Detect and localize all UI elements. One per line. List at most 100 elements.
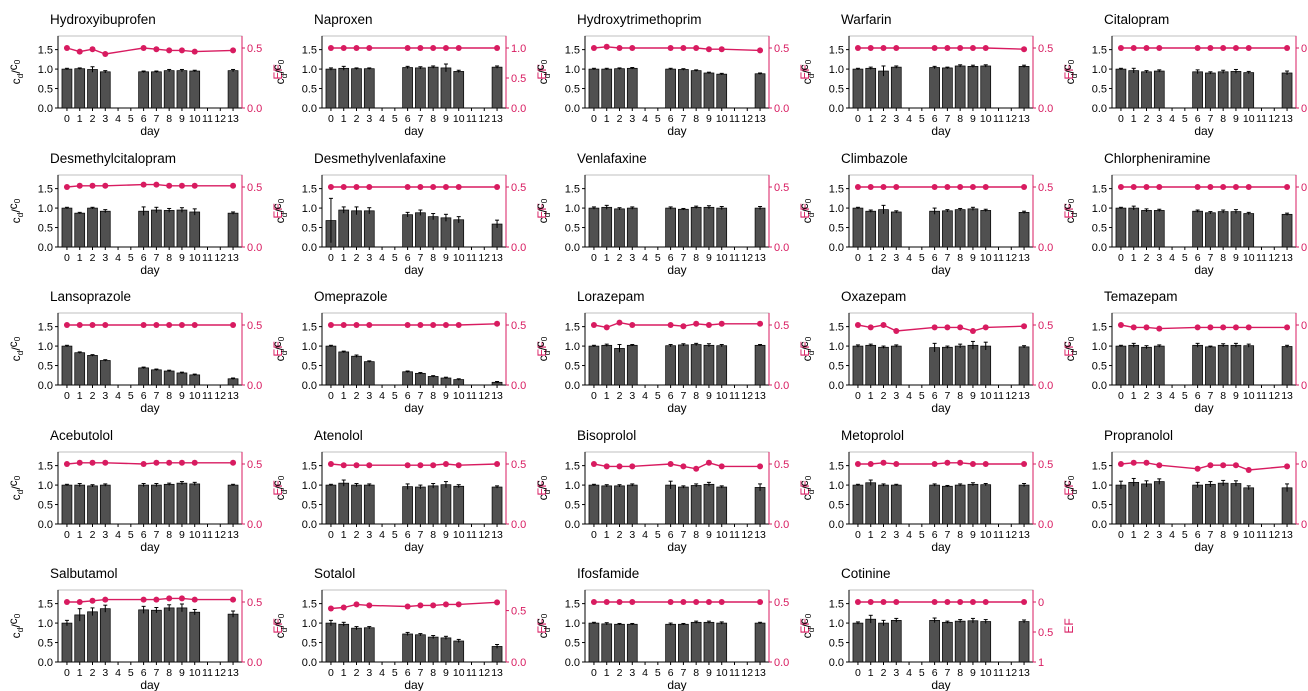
ef-series-line: [857, 324, 1025, 332]
x-tick-label: 9: [1233, 390, 1239, 402]
right-tick-label: 0.5: [774, 597, 789, 609]
bar: [151, 71, 162, 109]
ef-point: [1143, 459, 1150, 466]
x-tick-label: 3: [1156, 113, 1162, 125]
right-axis-label: EF: [798, 480, 812, 495]
right-axis-label: EF: [1062, 203, 1076, 218]
bar: [980, 484, 992, 525]
bar: [703, 621, 715, 663]
left-tick-label: 1.0: [1092, 480, 1107, 492]
x-axis-label: day: [931, 540, 950, 554]
axis-label-part: /: [1063, 486, 1077, 490]
bar: [954, 484, 966, 525]
ef-point: [76, 48, 83, 55]
axis-label-part: c: [536, 494, 550, 500]
x-tick-label: 4: [379, 390, 385, 402]
ef-point: [1245, 324, 1252, 331]
left-tick-label: 1.0: [302, 480, 317, 492]
x-tick-label: 5: [919, 529, 925, 541]
bar: [626, 484, 638, 525]
ef-point: [455, 601, 462, 608]
left-tick-label: 1.5: [302, 322, 317, 334]
ef-point: [191, 596, 198, 603]
right-axis-label: EF: [1062, 480, 1076, 495]
x-tick-label: 9: [970, 390, 976, 402]
x-tick-label: 11: [1256, 390, 1267, 402]
x-tick-label: 11: [729, 113, 740, 125]
bar: [852, 68, 864, 109]
axis-label-part: c: [1060, 64, 1074, 70]
bar: [453, 71, 465, 109]
ef-point: [944, 45, 951, 51]
left-tick-label: 0.5: [302, 84, 317, 96]
axis-label-part: c: [1060, 203, 1074, 209]
axis-label-part: d: [279, 489, 289, 494]
ef-point: [854, 599, 861, 605]
x-tick-label: 1: [341, 113, 347, 125]
axis-label-part: d: [15, 73, 25, 78]
left-tick-label: 1.5: [302, 599, 317, 611]
x-tick-label: 11: [202, 113, 213, 125]
x-tick-label: 9: [179, 529, 185, 541]
ef-point: [629, 45, 636, 51]
bar: [716, 73, 728, 109]
x-tick-label: 8: [166, 252, 172, 264]
ef-point: [340, 604, 347, 611]
ef-series-line: [1120, 462, 1288, 471]
plot-frame: [584, 451, 770, 525]
x-axis-label: day: [140, 540, 159, 554]
x-tick-label: 3: [629, 667, 635, 679]
bar: [1192, 210, 1203, 248]
x-tick-label: 12: [478, 667, 490, 679]
axis-label-part: d: [15, 212, 25, 217]
ef-point: [867, 184, 874, 190]
bar: [754, 487, 766, 525]
chart-title: Desmethylcitalopram: [50, 151, 176, 166]
right-tick-label: 0.0: [511, 380, 526, 392]
x-tick-label: 2: [90, 113, 96, 125]
ef-point: [757, 47, 764, 54]
plot-frame: [1111, 174, 1297, 248]
bar: [954, 209, 966, 248]
x-tick-label: 0: [64, 390, 70, 402]
axis-label-part: /: [9, 70, 23, 74]
right-tick-label: 0.5: [1301, 320, 1308, 332]
x-tick-label: 10: [189, 529, 201, 541]
axis-label-part: /: [536, 209, 550, 213]
x-tick-label: 1: [868, 667, 874, 679]
x-tick-label: 13: [491, 113, 503, 125]
x-tick-label: 5: [919, 252, 925, 264]
x-tick-label: 0: [591, 529, 597, 541]
x-tick-label: 3: [893, 113, 899, 125]
x-tick-label: 4: [642, 113, 648, 125]
bar: [716, 207, 728, 248]
ef-point: [455, 45, 462, 51]
x-tick-label: 5: [1182, 252, 1188, 264]
x-tick-label: 10: [189, 252, 201, 264]
left-axis-label: cd/c0: [1060, 198, 1079, 223]
left-tick-label: 0.0: [1092, 242, 1107, 254]
x-tick-label: 9: [706, 113, 712, 125]
bar: [980, 345, 992, 386]
chart-title: Propranolol: [1104, 428, 1173, 443]
axis-label-part: 0: [803, 475, 813, 480]
ef-point: [931, 184, 938, 190]
left-tick-label: 0.0: [38, 380, 53, 392]
bar: [890, 345, 902, 386]
axis-label-part: c: [270, 64, 284, 70]
bar: [427, 485, 439, 525]
bar: [1281, 346, 1293, 386]
left-tick-label: 0.0: [829, 519, 844, 531]
x-tick-label: 4: [906, 667, 912, 679]
x-tick-label: 0: [591, 113, 597, 125]
ef-point: [667, 461, 674, 467]
x-tick-label: 10: [1243, 252, 1255, 264]
x-tick-label: 1: [341, 252, 347, 264]
left-tick-label: 1.0: [565, 203, 580, 215]
x-tick-label: 3: [102, 667, 108, 679]
plot-frame: [321, 589, 507, 663]
ef-point: [140, 322, 147, 328]
x-tick-label: 9: [179, 390, 185, 402]
bar: [942, 485, 953, 525]
